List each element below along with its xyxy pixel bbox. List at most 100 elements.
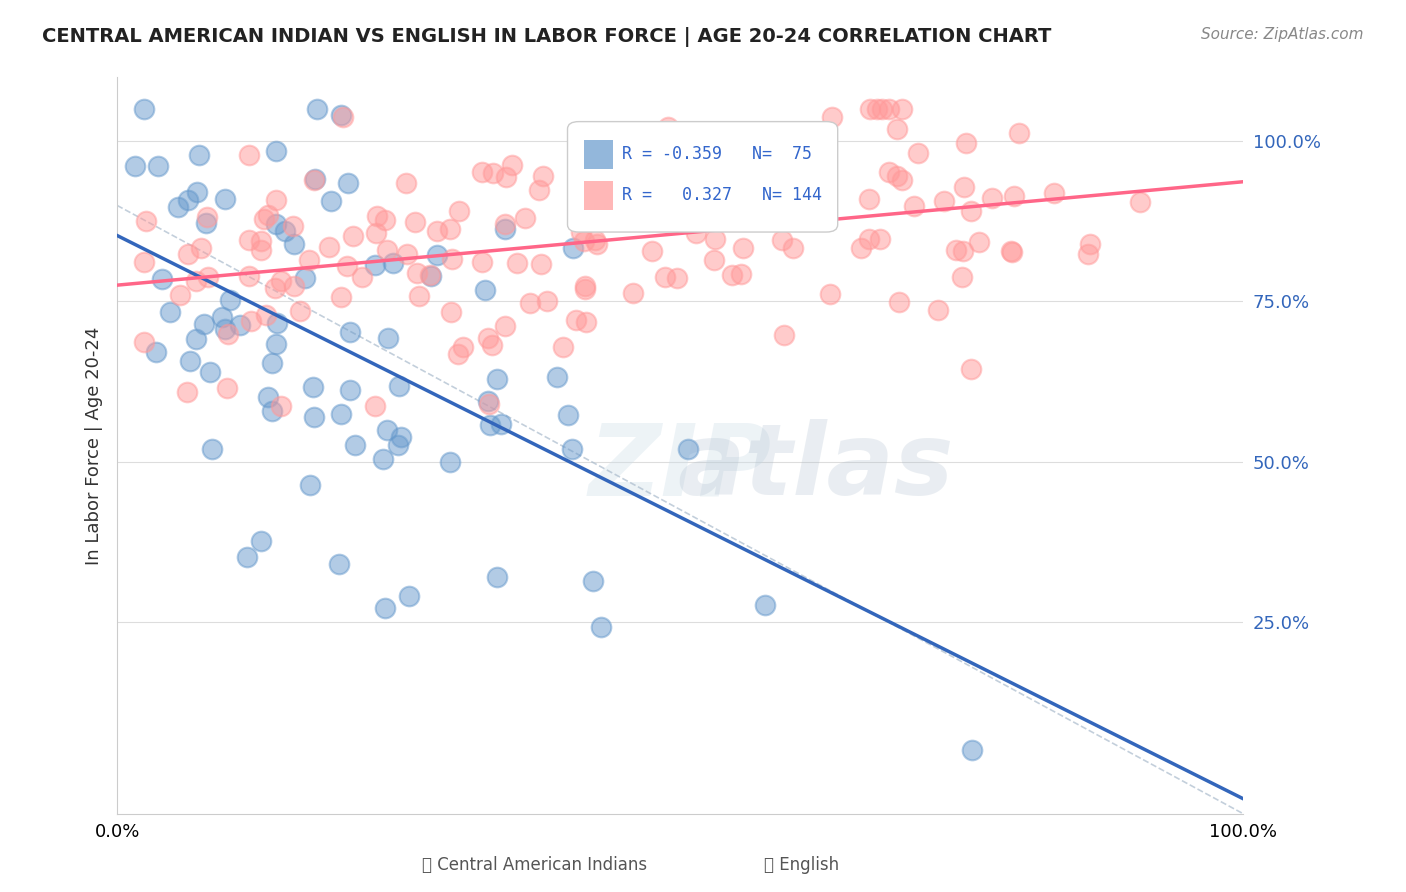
Point (124, 160, 146, 174)
Text: ZIP: ZIP (589, 419, 772, 516)
Point (238, 233, 260, 247)
Point (721, 175, 744, 189)
Point (586, 237, 609, 252)
Point (364, 227, 387, 241)
Point (132, 103, 155, 117)
Point (440, 252, 463, 266)
Point (195, 216, 218, 230)
Point (270, 274, 292, 288)
Point (772, 327, 794, 342)
Point (332, 110, 354, 124)
Point (328, 557, 350, 571)
Point (283, 237, 305, 252)
Point (150, 272, 173, 286)
Point (201, 442, 224, 456)
Point (720, 268, 742, 282)
FancyBboxPatch shape (568, 121, 838, 232)
Point (575, 315, 598, 329)
Point (1008, 126, 1031, 140)
Point (387, 438, 409, 452)
Point (950, 270, 973, 285)
Point (260, 404, 283, 418)
Point (501, 158, 523, 172)
Point (474, 283, 496, 297)
Point (238, 148, 260, 162)
Point (981, 191, 1004, 205)
Point (877, 165, 900, 179)
Point (352, 270, 374, 285)
Point (298, 252, 321, 267)
Point (907, 145, 929, 160)
Point (865, 103, 887, 117)
Point (304, 410, 326, 425)
Point (217, 327, 239, 342)
Point (197, 269, 219, 284)
Point (404, 215, 426, 229)
Point (375, 243, 398, 257)
Point (298, 478, 321, 492)
Point (530, 257, 553, 271)
Point (179, 353, 201, 368)
Point (685, 226, 707, 240)
Point (676, 442, 699, 457)
Point (190, 241, 212, 255)
Point (859, 103, 882, 117)
Point (730, 267, 752, 281)
Point (960, 742, 983, 756)
Point (406, 266, 429, 280)
Point (494, 218, 516, 232)
Point (377, 331, 399, 345)
Point (238, 268, 260, 283)
Point (250, 533, 273, 548)
Point (486, 570, 509, 584)
Point (690, 158, 713, 172)
Point (851, 241, 873, 255)
Point (364, 258, 387, 272)
Point (494, 318, 516, 333)
Y-axis label: In Labor Force | Age 20-24: In Labor Force | Age 20-24 (86, 326, 103, 565)
Point (374, 601, 396, 615)
Point (381, 256, 404, 270)
Point (211, 310, 233, 324)
Point (195, 211, 218, 225)
Point (505, 256, 527, 270)
Point (193, 317, 215, 331)
Point (557, 408, 579, 422)
Point (426, 248, 449, 262)
Point (489, 417, 512, 432)
Point (589, 619, 612, 633)
Point (447, 346, 470, 360)
Point (582, 574, 605, 588)
Point (755, 199, 778, 213)
Point (890, 103, 912, 117)
Point (934, 194, 956, 208)
Point (877, 103, 900, 117)
Point (1129, 195, 1152, 210)
Point (188, 148, 211, 162)
Point (371, 452, 394, 467)
Point (1002, 189, 1025, 203)
Text: atlas: atlas (676, 419, 953, 516)
Point (439, 455, 461, 469)
Point (395, 247, 418, 261)
Point (270, 399, 292, 413)
Point (304, 172, 326, 186)
Point (945, 243, 967, 257)
Point (1077, 247, 1099, 261)
Point (471, 165, 494, 179)
Point (960, 204, 983, 219)
Point (574, 234, 596, 248)
Point (780, 210, 803, 224)
Point (339, 384, 361, 398)
Point (262, 356, 284, 370)
Point (329, 108, 352, 122)
Point (134, 335, 156, 350)
Point (388, 378, 411, 392)
Point (640, 244, 662, 258)
Text: CENTRAL AMERICAN INDIAN VS ENGLISH IN LABOR FORCE | AGE 20-24 CORRELATION CHART: CENTRAL AMERICAN INDIAN VS ENGLISH IN LA… (42, 27, 1052, 46)
Point (959, 362, 981, 376)
Point (440, 304, 463, 318)
Point (477, 394, 499, 409)
Point (283, 279, 305, 293)
Point (263, 281, 285, 295)
